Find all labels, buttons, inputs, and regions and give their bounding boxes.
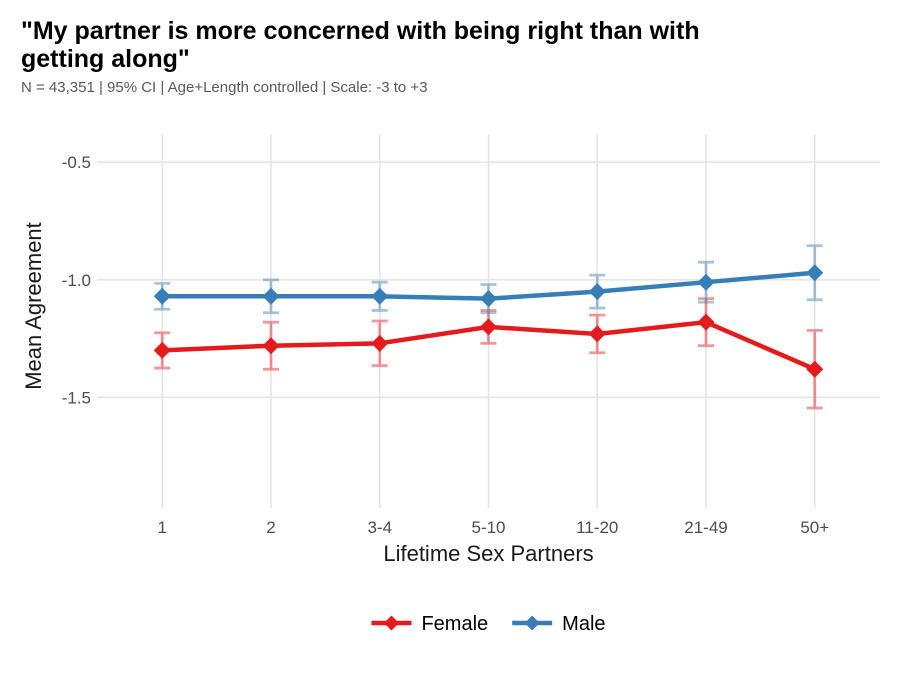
data-point-female-50- (806, 360, 824, 378)
x-axis-title: Lifetime Sex Partners (383, 541, 593, 566)
legend-diamond-icon (383, 615, 399, 631)
legend-diamond-icon (524, 615, 540, 631)
x-tick-label: 2 (266, 518, 275, 537)
data-point-female-11-20 (588, 325, 606, 343)
data-point-male-50- (806, 264, 824, 282)
chart-title: "My partner is more concerned with being… (21, 17, 700, 73)
data-point-female-5-10 (480, 318, 497, 336)
y-tick-label: -0.5 (62, 153, 91, 172)
error-bars-male (154, 244, 823, 315)
data-point-male-5-10 (480, 290, 497, 308)
x-tick-label: 1 (158, 518, 167, 537)
legend-label: Male (562, 613, 605, 635)
chart-subtitle: N = 43,351 | 95% CI | Age+Length control… (21, 79, 428, 96)
legend-label: Female (421, 613, 488, 635)
x-tick-label: 21-49 (684, 518, 727, 537)
x-tick-label: 50+ (800, 518, 829, 537)
x-tick-label: 3-4 (367, 518, 392, 537)
data-point-female-1 (153, 341, 171, 359)
data-point-female-21-49 (697, 313, 715, 331)
data-point-male-21-49 (697, 273, 715, 291)
data-point-male-1 (153, 287, 171, 305)
y-tick-label: -1.5 (62, 388, 91, 407)
y-tick-label: -1.0 (62, 271, 91, 290)
y-axis-title: Mean Agreement (21, 222, 46, 390)
data-point-female-3-4 (371, 334, 389, 352)
data-point-female-2 (262, 337, 280, 355)
x-tick-label: 11-20 (576, 518, 618, 537)
data-point-male-3-4 (371, 287, 389, 305)
legend: Female Male (371, 613, 606, 635)
data-point-male-2 (262, 287, 280, 305)
data-point-male-11-20 (588, 283, 606, 301)
legend-item-male: Male (512, 613, 606, 635)
legend-item-female: Female (371, 613, 488, 635)
x-tick-label: 5-10 (471, 518, 505, 537)
